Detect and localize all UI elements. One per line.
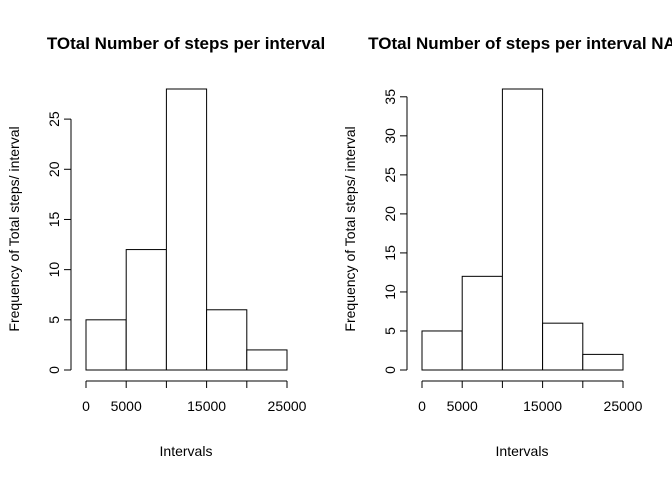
y-tick-label: 15 (382, 245, 398, 261)
x-tick-label: 15000 (523, 398, 562, 414)
y-tick-label: 10 (46, 262, 62, 278)
y-tick-label: 10 (382, 284, 398, 300)
histogram-bar (501, 88, 544, 371)
y-tick-label: 25 (382, 167, 398, 183)
histogram-bar (542, 322, 584, 371)
histogram-bar (125, 249, 167, 371)
x-axis-label-right: Intervals (496, 443, 549, 459)
x-axis-label-left: Intervals (160, 443, 213, 459)
histogram-bar (206, 309, 248, 371)
histogram-bar (246, 349, 288, 371)
x-tick-label: 5000 (111, 398, 142, 414)
y-axis-right: 0 5 10 15 20 25 30 35 (382, 89, 408, 374)
histogram-bar (582, 353, 624, 371)
x-tick-label: 15000 (187, 398, 226, 414)
x-tick-label: 5000 (447, 398, 478, 414)
y-tick-label: 0 (382, 366, 398, 374)
y-tick-label: 20 (46, 161, 62, 177)
y-tick-label: 20 (382, 206, 398, 222)
x-tick-label: 25000 (268, 398, 307, 414)
chart-title-right: TOtal Number of steps per interval NA (368, 34, 672, 53)
x-axis-right: 0 5000 15000 25000 (418, 380, 643, 414)
histogram-panel-right: TOtal Number of steps per interval NA Fr… (342, 34, 672, 459)
y-tick-label: 5 (382, 327, 398, 335)
histogram-bar (461, 275, 503, 371)
x-tick-label: 0 (82, 398, 90, 414)
histogram-bar (421, 330, 463, 371)
y-tick-label: 30 (382, 128, 398, 144)
y-axis-label-left: Frequency of Total steps/ interval (6, 126, 22, 331)
x-tick-label: 25000 (604, 398, 643, 414)
y-tick-label: 35 (382, 89, 398, 105)
histogram-bar (85, 319, 127, 371)
y-tick-label: 15 (46, 211, 62, 227)
y-axis-left: 0 5 10 15 20 25 (46, 111, 72, 374)
bars-right (421, 88, 624, 371)
y-tick-label: 0 (46, 366, 62, 374)
y-tick-label: 5 (46, 316, 62, 324)
x-axis-left: 0 5000 15000 25000 (82, 380, 307, 414)
y-axis-label-right: Frequency of Total steps/ interval (342, 126, 358, 331)
y-tick-label: 25 (46, 111, 62, 127)
x-tick-label: 0 (418, 398, 426, 414)
histogram-bar (165, 88, 208, 371)
bars-left (85, 88, 288, 371)
chart-title-left: TOtal Number of steps per interval (47, 34, 325, 53)
histogram-panel-left: TOtal Number of steps per interval Frequ… (6, 34, 325, 459)
